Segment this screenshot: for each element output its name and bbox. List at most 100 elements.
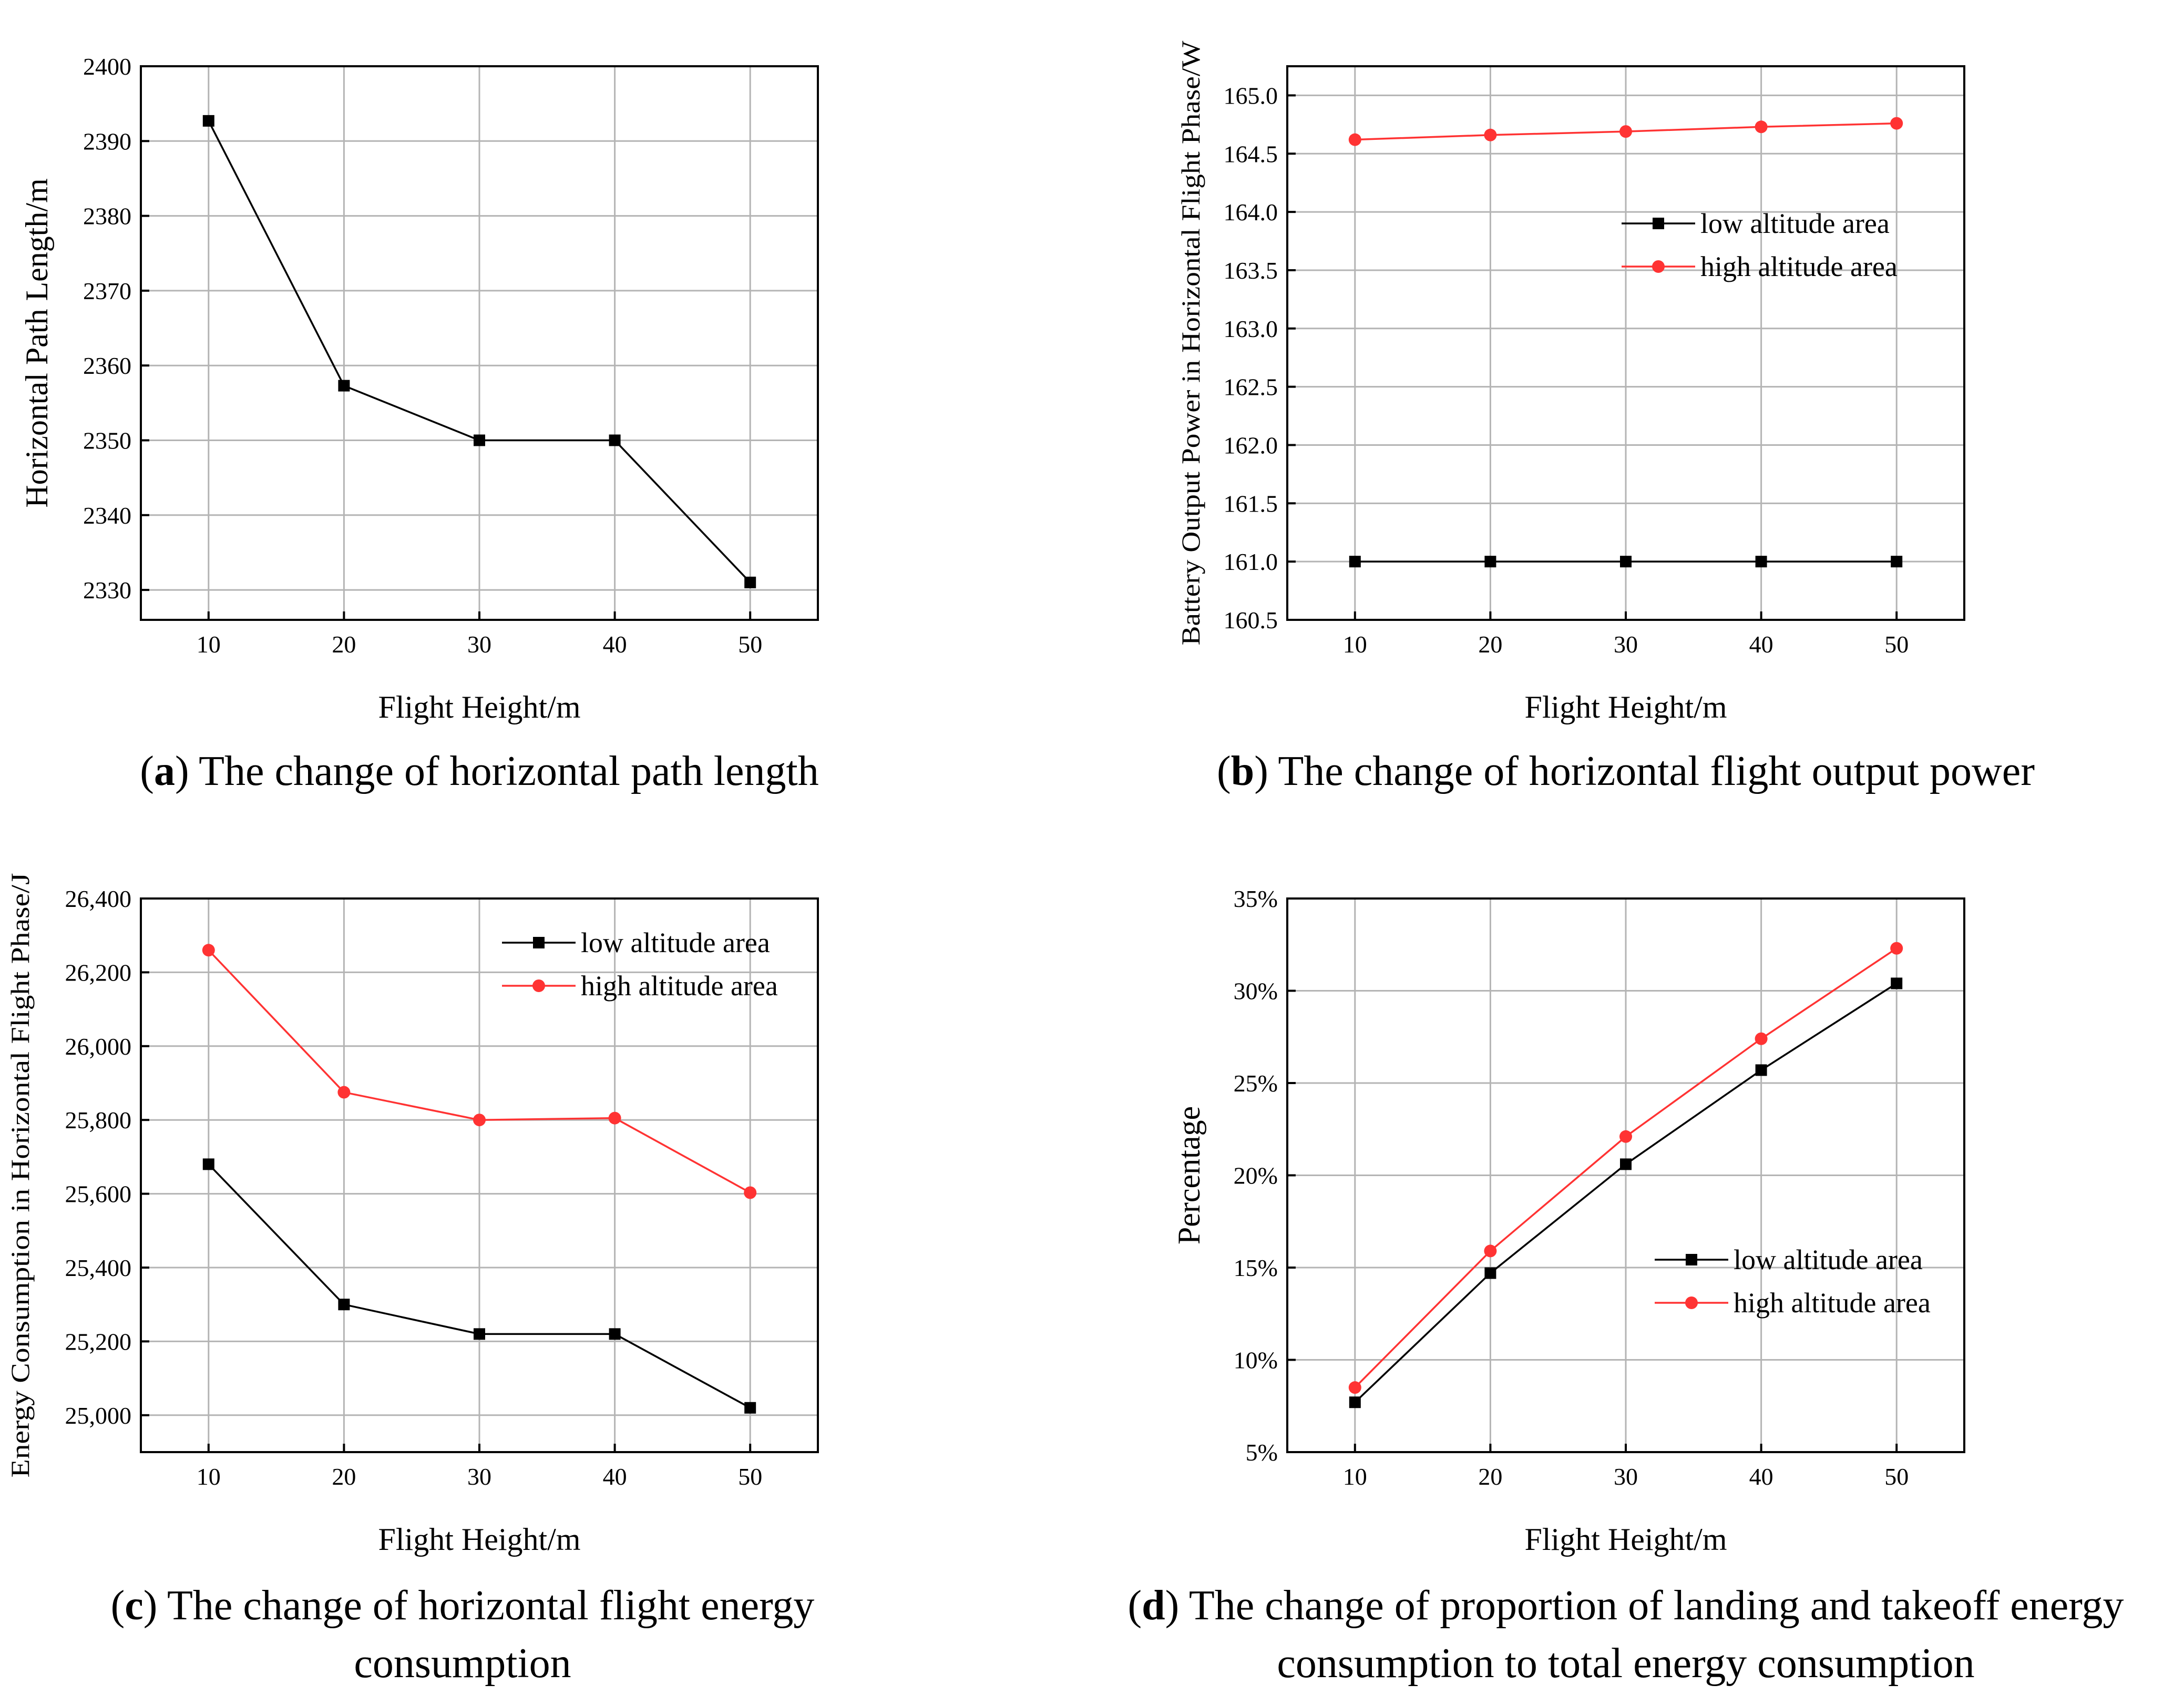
x-tick-label: 50 (738, 1463, 762, 1490)
caption-paren: ( (1127, 1583, 1142, 1629)
data-point (609, 1328, 621, 1340)
data-point (1348, 133, 1361, 146)
x-tick-label: 10 (1343, 631, 1367, 658)
data-point (1755, 1032, 1768, 1045)
data-point (202, 944, 215, 957)
x-tick-label: 30 (467, 631, 491, 658)
chart-panel-d: 10 20 30 40 50 5% 10% 15% 20% 25% 30% 35% Flight Hei… (1127, 885, 2124, 1687)
x-axis-label: Flight Height/m (1524, 690, 1727, 724)
data-point (473, 1114, 486, 1127)
y-tick-label: 25,400 (65, 1254, 132, 1281)
data-point (338, 380, 350, 392)
y-tick-label: 26,200 (65, 959, 132, 986)
data-point (1484, 1267, 1496, 1279)
legend: low altitude area high altitude area (1655, 1244, 1931, 1319)
legend-label: low altitude area (1734, 1244, 1923, 1275)
data-point (1484, 556, 1496, 568)
series-low-altitude-area (1349, 556, 1903, 568)
series-high-altitude-area (1348, 942, 1903, 1394)
x-tick-label: 50 (1884, 1463, 1909, 1490)
x-tick-label: 20 (332, 631, 356, 658)
legend: low altitude area high altitude area (502, 927, 778, 1002)
data-point (1755, 556, 1767, 568)
legend-label: high altitude area (1700, 251, 1898, 282)
series-high-altitude-area (1348, 117, 1903, 146)
data-point (338, 1299, 350, 1311)
caption-letter: a (154, 748, 175, 794)
series-high-altitude-area (202, 944, 757, 1199)
data-point (609, 434, 621, 446)
x-tick-label: 50 (1884, 631, 1909, 658)
legend-marker (532, 979, 545, 992)
caption-paren: ( (1217, 748, 1231, 794)
data-point (1349, 556, 1361, 568)
data-point (744, 576, 756, 588)
y-tick-label: 5% (1246, 1439, 1278, 1466)
y-tick-label: 25% (1234, 1070, 1278, 1097)
legend-marker (1685, 1296, 1698, 1309)
y-tick-label: 26,000 (65, 1033, 132, 1060)
x-tick-label: 30 (467, 1463, 491, 1490)
y-tick-label: 2330 (83, 577, 131, 604)
data-point (1755, 120, 1768, 134)
legend: low altitude area high altitude area (1622, 208, 1898, 282)
legend-label: low altitude area (581, 927, 770, 958)
legend-marker (1652, 260, 1665, 273)
caption-paren: ( (111, 1583, 125, 1629)
legend-label: high altitude area (581, 970, 778, 1002)
x-tick-label: 10 (197, 1463, 221, 1490)
data-point (1619, 1130, 1632, 1143)
legend-marker (1686, 1254, 1697, 1265)
y-tick-label: 25,800 (65, 1107, 132, 1134)
y-tick-label: 25,200 (65, 1328, 132, 1355)
caption-letter: d (1142, 1583, 1165, 1629)
y-tick-label: 2350 (83, 427, 131, 454)
data-point (1484, 128, 1497, 141)
y-tick-label: 2380 (83, 203, 131, 230)
y-tick-label: 161.0 (1224, 548, 1278, 575)
y-tick-label: 25,600 (65, 1181, 132, 1208)
chart-panel-b: 10 20 30 40 50 160.5 161.0 161.5 162.0 162.5 163.0… (1176, 40, 2035, 794)
y-tick-label: 30% (1234, 978, 1278, 1005)
y-tick-label: 26,400 (65, 885, 132, 912)
y-tick-label: 163.0 (1224, 315, 1278, 342)
x-tick-label: 40 (1749, 1463, 1773, 1490)
x-axis-label: Flight Height/m (1524, 1522, 1727, 1557)
x-tick-label: 50 (738, 631, 762, 658)
y-tick-label: 25,000 (65, 1402, 132, 1429)
legend-marker (1653, 218, 1664, 229)
legend-label: high altitude area (1734, 1287, 1931, 1319)
x-axis-label: Flight Height/m (378, 690, 580, 724)
legend-marker (533, 937, 545, 948)
caption-paren: ( (140, 748, 154, 794)
y-tick-label: 2340 (83, 502, 131, 529)
data-point (1484, 1244, 1497, 1258)
x-tick-label: 40 (603, 1463, 627, 1490)
y-tick-label: 2360 (83, 352, 131, 379)
data-point (337, 1086, 351, 1099)
y-axis-label: Horizontal Path Length/m (19, 178, 54, 508)
x-tick-label: 40 (1749, 631, 1773, 658)
caption: (b) The change of horizontal flight outp… (1217, 748, 2035, 794)
x-tick-label: 30 (1614, 1463, 1638, 1490)
x-tick-label: 20 (1478, 1463, 1502, 1490)
data-point (1620, 1158, 1632, 1170)
caption-letter: b (1231, 748, 1255, 794)
caption: (d) The change of proportion of landing … (1127, 1583, 2124, 1629)
y-tick-label: 164.5 (1224, 140, 1278, 167)
caption-continued: consumption to total energy consumption (1277, 1640, 1974, 1687)
y-tick-label: 162.0 (1224, 432, 1278, 458)
y-axis-label: Percentage (1172, 1106, 1206, 1244)
series-main (202, 115, 756, 588)
y-tick-label: 160.5 (1224, 607, 1278, 634)
x-tick-label: 10 (197, 631, 221, 658)
y-tick-label: 35% (1234, 885, 1278, 912)
series-low-altitude-area (1349, 977, 1903, 1408)
data-point (474, 434, 485, 446)
data-point (1348, 1381, 1361, 1394)
y-axis-label: Energy Consumption in Horizontal Flight … (5, 873, 35, 1478)
y-tick-label: 162.5 (1224, 374, 1278, 401)
x-axis-label: Flight Height/m (378, 1522, 580, 1557)
y-tick-label: 165.0 (1224, 82, 1278, 109)
